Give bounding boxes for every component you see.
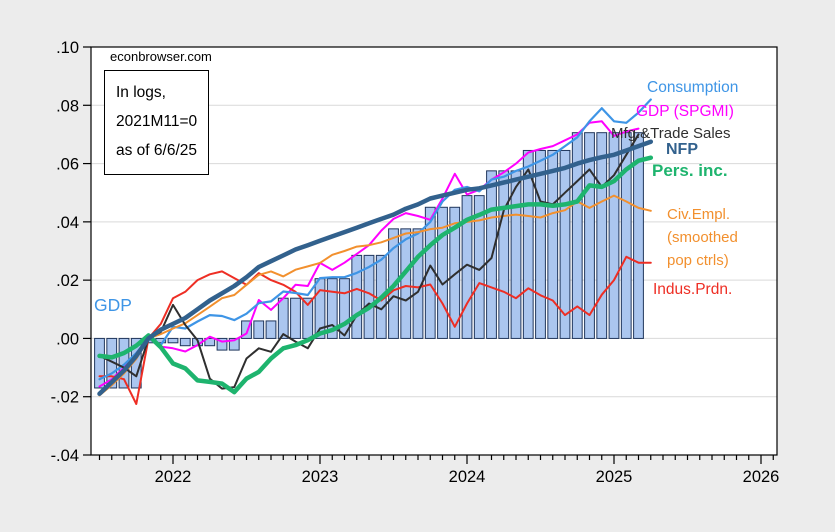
bar — [620, 132, 632, 339]
series-label-civ-empl: Civ.Empl. (smoothed pop ctrls) — [667, 203, 738, 272]
series-label-consumption: Consumption — [647, 79, 739, 96]
bar — [339, 278, 350, 339]
y-tick-label: .02 — [56, 272, 79, 290]
x-tick-label: 2024 — [449, 468, 486, 486]
x-tick-label: 2023 — [302, 468, 339, 486]
bar — [535, 149, 546, 339]
bars-gdp — [94, 132, 644, 389]
bar — [167, 337, 179, 344]
series-label-indus-prdn: Indus.Prdn. — [653, 281, 733, 298]
bar — [498, 170, 510, 339]
watermark-econbrowser: econbrowser.com — [110, 49, 212, 64]
bar — [351, 254, 363, 339]
bar — [179, 337, 191, 347]
bar — [522, 149, 534, 339]
bar — [265, 320, 277, 339]
y-tick-label: -.02 — [51, 389, 79, 407]
annotation-box: In logs, 2021M11=0 as of 6/6/25 — [104, 70, 210, 175]
x-tick-label: 2026 — [743, 468, 780, 486]
series-line-consumption — [98, 98, 652, 381]
series-label-nfp: NFP — [666, 141, 698, 158]
bar — [547, 149, 559, 339]
series-label-gdp-spgmi: GDP (SPGMI) — [636, 103, 734, 120]
bar — [596, 132, 608, 339]
y-tick-label: -.04 — [51, 447, 79, 465]
series-label-civ-empl-line2: (smoothed — [667, 229, 738, 246]
bar — [326, 278, 338, 339]
bar — [204, 337, 216, 347]
annotation-line-1: In logs, — [116, 84, 166, 101]
bar — [228, 337, 240, 351]
bar — [449, 206, 461, 339]
y-tick-label: .00 — [56, 330, 79, 348]
bar — [290, 297, 301, 339]
bar — [437, 206, 448, 339]
series-line-pers_inc — [97, 155, 654, 395]
bar — [633, 132, 644, 339]
bar — [584, 132, 595, 339]
bar — [216, 337, 228, 351]
series-label-gdp-bars: GDP — [94, 295, 132, 315]
x-tick-label: 2022 — [155, 468, 192, 486]
bar — [94, 337, 105, 389]
series-label-civ-empl-line1: Civ.Empl. — [667, 206, 731, 223]
bar — [510, 170, 522, 339]
series-label-mfg-trade-sales: Mfg.&Trade Sales — [611, 125, 731, 142]
y-tick-label: .08 — [56, 97, 79, 115]
plot-frame — [90, 46, 778, 456]
series-label-civ-empl-line3: pop ctrls) — [667, 252, 729, 269]
series-line-civ_empl — [98, 194, 652, 397]
series-line-indus_prdn — [98, 255, 652, 405]
y-tick-label: .10 — [56, 39, 79, 57]
series-label-pers-inc: Pers. inc. — [652, 161, 728, 180]
x-tick-label: 2025 — [596, 468, 633, 486]
bar — [253, 320, 265, 339]
series-line-nfp — [97, 139, 654, 397]
bar — [277, 297, 289, 339]
bar — [241, 320, 252, 339]
y-tick-label: .06 — [56, 156, 79, 174]
y-tick-label: .04 — [56, 214, 79, 232]
bar — [400, 228, 412, 339]
bar — [608, 132, 620, 339]
bar — [559, 149, 571, 339]
annotation-line-2: 2021M11=0 — [116, 113, 198, 130]
annotation-line-3: as of 6/6/25 — [116, 142, 198, 159]
bar — [571, 132, 583, 339]
